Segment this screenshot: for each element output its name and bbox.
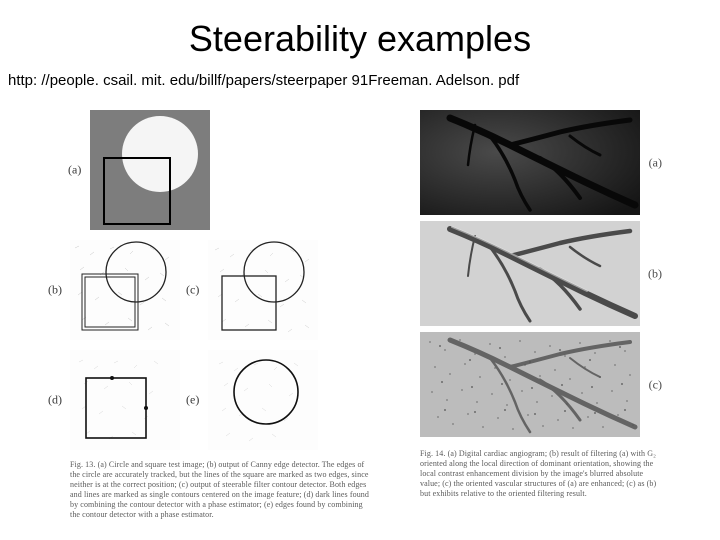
- panel-ra-label: (a): [649, 155, 662, 170]
- slide-title: Steerability examples: [0, 18, 720, 60]
- slide: Steerability examples http: //people. cs…: [0, 0, 720, 540]
- panel-e-label: (e): [186, 393, 199, 408]
- panel-rc-label: (c): [649, 377, 662, 392]
- left-row-a: (a): [90, 110, 370, 230]
- panel-d-svg: [70, 350, 180, 450]
- panel-e-svg: [208, 350, 318, 450]
- panel-ra: (a): [420, 110, 640, 215]
- source-url: http: //people. csail. mit. edu/billf/pa…: [8, 72, 519, 89]
- right-caption: Fig. 14. (a) Digital cardiac angiogram; …: [420, 449, 660, 499]
- panel-rc-svg: [420, 332, 640, 437]
- left-row-bc: (b) (c): [70, 240, 370, 340]
- panel-a-label: (a): [68, 163, 81, 178]
- panel-rb-label: (b): [648, 266, 662, 281]
- panel-d-label: (d): [48, 393, 62, 408]
- left-caption: Fig. 13. (a) Circle and square test imag…: [70, 460, 370, 520]
- panel-a: (a): [90, 110, 210, 230]
- panel-b-svg: [70, 240, 180, 340]
- panel-c-label: (c): [186, 283, 199, 298]
- left-row-de: (d) (e): [70, 350, 370, 450]
- panel-c-svg: [208, 240, 318, 340]
- figure-left: (a) (b): [70, 110, 370, 520]
- panel-b: (b): [70, 240, 180, 340]
- panel-d: (d): [70, 350, 180, 450]
- panel-a-svg: [90, 110, 210, 230]
- panel-c: (c): [208, 240, 318, 340]
- figure-right: (a): [420, 110, 670, 499]
- panel-ra-svg: [420, 110, 640, 215]
- panel-rb: (b): [420, 221, 640, 326]
- panel-rb-svg: [420, 221, 640, 326]
- panel-b-label: (b): [48, 283, 62, 298]
- panel-rc: (c): [420, 332, 640, 437]
- panel-e: (e): [208, 350, 318, 450]
